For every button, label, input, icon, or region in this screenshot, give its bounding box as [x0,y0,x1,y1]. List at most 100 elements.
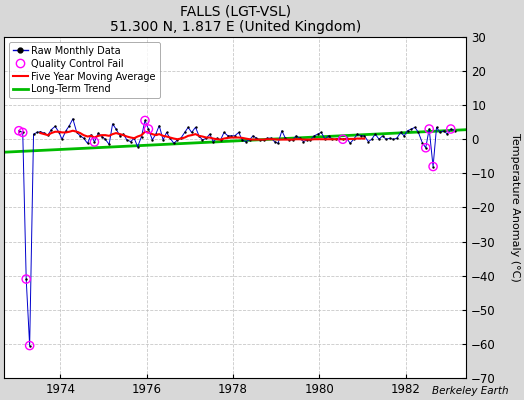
Point [40,130,49,136]
Point [446,126,455,132]
Point [205,131,214,137]
Point [87,132,95,138]
Point [242,138,250,145]
Point [47,126,56,133]
Point [386,135,394,142]
Point [339,136,347,142]
Point [259,137,268,143]
Point [137,133,146,140]
Point [335,135,344,142]
Point [429,163,437,170]
Point [155,122,163,129]
Point [310,133,319,139]
Point [119,131,127,137]
Point [296,135,304,142]
Point [285,137,293,143]
Point [69,116,77,122]
Point [443,131,452,137]
Point [299,138,308,145]
Point [425,126,433,132]
Point [62,128,70,134]
Point [332,136,340,142]
Point [213,135,221,142]
Point [425,126,433,132]
Point [227,133,236,139]
Point [184,124,192,130]
Point [267,135,275,142]
Point [26,342,34,349]
Point [328,136,336,142]
Point [134,144,142,150]
Point [90,139,99,145]
Point [263,135,271,142]
Point [144,126,152,132]
Point [274,140,282,146]
Point [116,133,124,139]
Point [367,136,376,142]
Point [188,129,196,136]
Point [191,124,200,130]
Point [101,136,110,142]
Point [22,276,30,282]
Point [97,133,106,140]
Point [224,133,232,139]
Point [58,136,66,142]
Point [451,128,459,134]
Point [343,135,351,142]
Point [22,276,30,282]
Title: FALLS (LGT-VSL)
51.300 N, 1.817 E (United Kingdom): FALLS (LGT-VSL) 51.300 N, 1.817 E (Unite… [110,4,361,34]
Point [144,126,152,132]
Point [429,163,437,170]
Point [65,122,73,129]
Point [33,129,41,136]
Point [392,135,401,142]
Point [15,128,23,134]
Point [403,128,412,134]
Point [317,129,325,136]
Point [43,132,52,138]
Point [83,140,92,146]
Point [389,136,398,142]
Point [324,133,333,139]
Point [418,140,427,146]
Point [421,144,430,151]
Point [177,135,185,142]
Point [346,140,354,146]
Point [313,131,322,137]
Point [80,135,88,142]
Point [306,137,314,143]
Point [303,137,311,143]
Point [375,136,383,142]
Point [414,129,422,136]
Point [130,135,138,142]
Point [360,133,368,139]
Point [105,141,113,148]
Point [76,133,84,139]
Point [421,144,430,151]
Point [216,137,225,143]
Point [15,128,23,134]
Point [278,128,286,134]
Point [249,133,257,139]
Point [407,126,416,132]
Point [162,129,171,136]
Point [378,133,387,139]
Point [148,137,157,143]
Point [18,129,27,136]
Point [245,137,254,143]
Point [220,129,228,136]
Point [436,129,444,136]
Point [252,135,260,142]
Point [400,133,408,139]
Point [181,129,189,136]
Point [231,133,239,139]
Point [126,138,135,145]
Point [141,117,149,124]
Point [353,131,362,137]
Point [151,131,160,137]
Point [321,136,329,142]
Point [238,137,246,143]
Text: Berkeley Earth: Berkeley Earth [432,386,508,396]
Point [446,126,455,132]
Point [432,124,441,130]
